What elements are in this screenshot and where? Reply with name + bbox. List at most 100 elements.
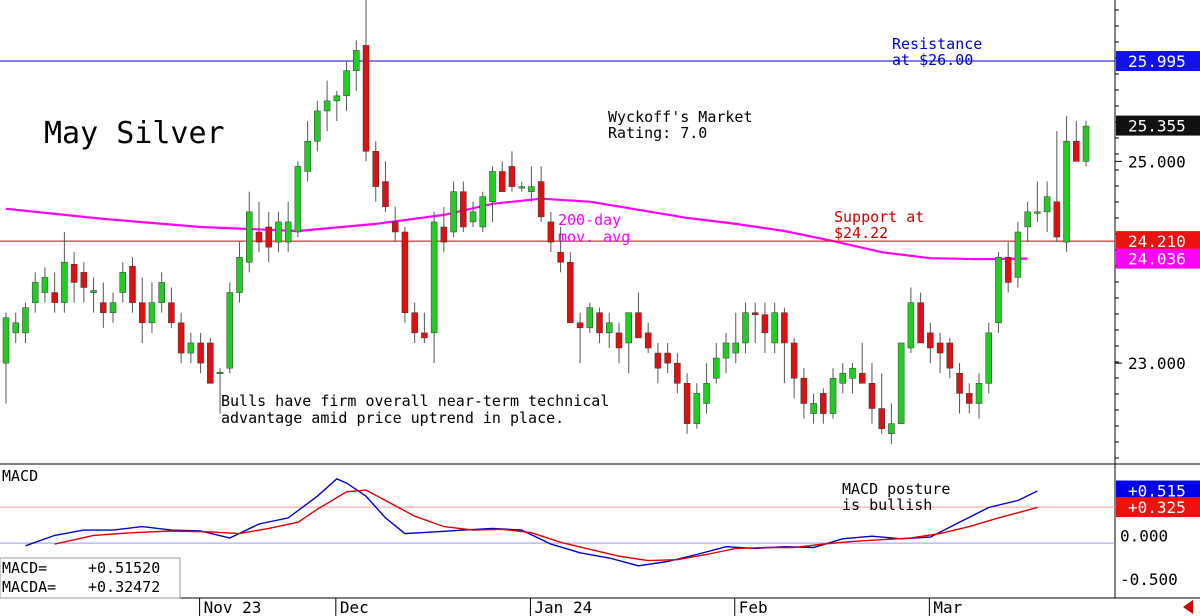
price-badges: 25.995 24.210 25.355 24.036 +0.515+0.325 bbox=[1116, 51, 1200, 518]
candle-body bbox=[683, 383, 691, 424]
candle bbox=[333, 90, 341, 122]
candle bbox=[430, 211, 438, 364]
candle bbox=[158, 272, 165, 313]
candle bbox=[479, 191, 487, 232]
candle bbox=[382, 161, 389, 212]
candle-body bbox=[1073, 140, 1080, 162]
candle-body bbox=[421, 332, 428, 339]
candle-body bbox=[742, 312, 749, 344]
candle-body bbox=[197, 342, 204, 364]
candle bbox=[615, 322, 623, 364]
candle-body bbox=[849, 367, 856, 379]
candle-body bbox=[187, 342, 195, 354]
candle-body bbox=[820, 393, 827, 414]
candle bbox=[450, 181, 457, 238]
y-tick-label: 25.000 bbox=[1128, 152, 1186, 171]
candle bbox=[489, 166, 496, 222]
candle bbox=[1082, 121, 1090, 167]
candle bbox=[109, 292, 117, 323]
annotation-comment-1: Bulls have firm overall near-term techni… bbox=[221, 392, 609, 410]
scroll-left-arrow-icon[interactable] bbox=[1183, 600, 1193, 614]
candle bbox=[567, 252, 574, 324]
candle-body bbox=[713, 357, 720, 379]
candle-body bbox=[22, 307, 29, 334]
candle-body bbox=[693, 393, 701, 424]
candle-body bbox=[664, 352, 671, 364]
candle bbox=[528, 166, 535, 202]
x-tick-label: Jan 24 bbox=[534, 598, 592, 616]
candle bbox=[246, 191, 253, 273]
candle bbox=[401, 226, 409, 323]
candle bbox=[868, 363, 876, 424]
candle bbox=[586, 302, 594, 333]
candle bbox=[90, 277, 97, 313]
candle-body bbox=[498, 171, 506, 192]
candle-body bbox=[508, 166, 516, 187]
candle-body bbox=[304, 140, 311, 172]
candle bbox=[674, 353, 681, 394]
candle bbox=[820, 388, 827, 424]
candle-body bbox=[401, 231, 409, 313]
candle-body bbox=[703, 383, 710, 404]
candle-body bbox=[460, 191, 467, 228]
candle bbox=[31, 272, 39, 313]
candle-body bbox=[469, 211, 477, 223]
candle bbox=[197, 332, 204, 374]
candle-body bbox=[343, 70, 350, 97]
candle-body bbox=[314, 110, 321, 142]
annotation-support-1: Support at bbox=[834, 208, 924, 226]
candle-body bbox=[100, 302, 107, 313]
macd-badge-1-label: +0.325 bbox=[1128, 498, 1186, 517]
candle bbox=[265, 211, 272, 263]
candle-body bbox=[450, 191, 457, 233]
annotation-support-2: $24.22 bbox=[834, 224, 888, 242]
candle bbox=[995, 252, 1002, 333]
x-tick-label: Nov 23 bbox=[204, 598, 262, 616]
candle bbox=[781, 307, 788, 384]
candle bbox=[440, 206, 448, 253]
readout-macda-label: MACDA= bbox=[2, 578, 56, 596]
candle bbox=[722, 332, 730, 374]
candle-body bbox=[1024, 211, 1031, 228]
candle bbox=[61, 232, 68, 313]
candle bbox=[255, 201, 263, 253]
readout-macd-value: +0.51520 bbox=[88, 559, 160, 577]
candle bbox=[1073, 121, 1080, 162]
candle-body bbox=[800, 378, 808, 404]
candle-body bbox=[236, 256, 243, 293]
candle bbox=[751, 302, 759, 343]
candle-body bbox=[528, 186, 535, 192]
annotation-comment-2: advantage amid price uptrend in place. bbox=[221, 409, 564, 427]
candle bbox=[713, 342, 720, 384]
candle-body bbox=[722, 342, 730, 359]
candle bbox=[683, 373, 691, 434]
candle bbox=[138, 277, 146, 343]
candle bbox=[966, 383, 973, 414]
annotation-macd-1: MACD posture bbox=[842, 480, 950, 498]
annotation-resistance-2: at $26.00 bbox=[892, 51, 973, 69]
candle-body bbox=[654, 352, 662, 369]
candle-body bbox=[936, 342, 944, 354]
candle bbox=[207, 337, 214, 384]
candle bbox=[537, 166, 545, 222]
candle-body bbox=[1063, 140, 1070, 243]
candle bbox=[226, 282, 234, 374]
candle bbox=[216, 368, 224, 414]
candle bbox=[1034, 181, 1041, 222]
macd-series-macda bbox=[54, 489, 1038, 562]
candle bbox=[888, 403, 895, 444]
price-line-badge-1: 24.210 bbox=[1116, 231, 1200, 252]
candle bbox=[839, 363, 847, 394]
candle-body bbox=[547, 221, 555, 243]
candle bbox=[644, 322, 652, 354]
candle-body bbox=[391, 221, 399, 233]
price-badge-1-bg bbox=[1116, 248, 1200, 269]
candle bbox=[1043, 181, 1051, 232]
candle-body bbox=[878, 408, 885, 429]
candle-body bbox=[226, 292, 234, 369]
macd-y-tick-label: 0.000 bbox=[1120, 526, 1168, 545]
chart-title: May Silver bbox=[44, 116, 225, 151]
macd-badge-0: +0.515 bbox=[1116, 480, 1200, 501]
candle-body bbox=[255, 231, 263, 243]
candle-body bbox=[1043, 196, 1051, 213]
